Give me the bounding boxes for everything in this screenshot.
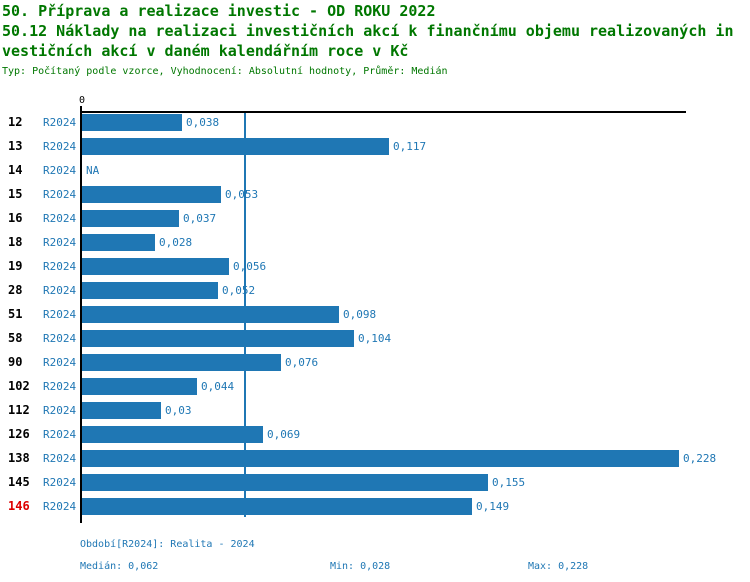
row-bar (82, 378, 197, 395)
chart-meta-info: Typ: Počítaný podle vzorce, Vyhodnocení:… (2, 66, 448, 77)
row-category-label: 19 (8, 259, 23, 273)
footer-median-stat: Medián: 0,062 (80, 561, 159, 572)
row-series-label: R2024 (43, 308, 77, 321)
page-title-line2: 50.12 Náklady na realizaci investičních … (2, 22, 734, 40)
row-value-label: 0,069 (267, 428, 301, 441)
row-bar (82, 426, 263, 443)
row-value-label: 0,228 (683, 452, 717, 465)
x-axis-zero-tick-label: 0 (78, 95, 86, 106)
row-bar (82, 498, 472, 515)
row-category-label: 13 (8, 139, 23, 153)
row-series-label: R2024 (43, 236, 77, 249)
chart-row: 145 R2024 0,155 (0, 474, 750, 491)
row-value-label: 0,037 (183, 212, 217, 225)
row-bar (82, 258, 229, 275)
row-series-label: R2024 (43, 260, 77, 273)
row-value-label: 0,03 (165, 404, 192, 417)
chart-row: 12 R2024 0,038 (0, 114, 750, 131)
footer-min-stat: Min: 0,028 (330, 561, 391, 572)
chart-row: 102 R2024 0,044 (0, 378, 750, 395)
row-category-label: 28 (8, 283, 23, 297)
row-category-label: 126 (8, 427, 30, 441)
row-value-label: NA (86, 164, 100, 177)
row-bar (82, 282, 218, 299)
row-series-label: R2024 (43, 284, 77, 297)
row-value-label: 0,044 (201, 380, 235, 393)
row-series-label: R2024 (43, 356, 77, 369)
row-value-label: 0,098 (343, 308, 377, 321)
row-bar (82, 450, 679, 467)
row-bar (82, 234, 155, 251)
page-title-line3: vestičních akcí v daném kalendářním roce… (2, 42, 409, 60)
row-value-label: 0,076 (285, 356, 319, 369)
row-series-label: R2024 (43, 404, 77, 417)
row-series-label: R2024 (43, 500, 77, 513)
row-category-label: 58 (8, 331, 23, 345)
row-value-label: 0,052 (222, 284, 256, 297)
chart-row: 146 R2024 0,149 (0, 498, 750, 515)
chart-row: 13 R2024 0,117 (0, 138, 750, 155)
row-value-label: 0,053 (225, 188, 259, 201)
row-series-label: R2024 (43, 332, 77, 345)
row-category-label: 14 (8, 163, 23, 177)
row-value-label: 0,028 (159, 236, 193, 249)
row-value-label: 0,155 (492, 476, 526, 489)
chart-row: 112 R2024 0,03 (0, 402, 750, 419)
row-value-label: 0,104 (358, 332, 392, 345)
chart-row: 19 R2024 0,056 (0, 258, 750, 275)
row-category-label: 12 (8, 115, 23, 129)
row-series-label: R2024 (43, 164, 77, 177)
chart-row: 90 R2024 0,076 (0, 354, 750, 371)
row-category-label: 90 (8, 355, 23, 369)
row-value-label: 0,056 (233, 260, 267, 273)
chart-row: 14 R2024 NA (0, 162, 750, 179)
chart-row: 51 R2024 0,098 (0, 306, 750, 323)
row-category-label: 51 (8, 307, 23, 321)
row-bar (82, 186, 221, 203)
chart-row: 126 R2024 0,069 (0, 426, 750, 443)
row-bar (82, 402, 161, 419)
chart-row: 138 R2024 0,228 (0, 450, 750, 467)
chart-row: 28 R2024 0,052 (0, 282, 750, 299)
footer-period-label: Období[R2024]: Realita - 2024 (80, 539, 255, 550)
page-title-line1: 50. Příprava a realizace investic - OD R… (2, 2, 436, 20)
row-value-label: 0,117 (393, 140, 427, 153)
chart-row: 58 R2024 0,104 (0, 330, 750, 347)
row-series-label: R2024 (43, 452, 77, 465)
row-series-label: R2024 (43, 212, 77, 225)
chart-row: 16 R2024 0,037 (0, 210, 750, 227)
row-category-label: 146 (8, 499, 30, 513)
row-category-label: 112 (8, 403, 30, 417)
chart-row: 15 R2024 0,053 (0, 186, 750, 203)
row-category-label: 145 (8, 475, 30, 489)
row-bar (82, 114, 182, 131)
row-series-label: R2024 (43, 380, 77, 393)
row-series-label: R2024 (43, 188, 77, 201)
row-category-label: 138 (8, 451, 30, 465)
row-series-label: R2024 (43, 476, 77, 489)
row-series-label: R2024 (43, 140, 77, 153)
row-bar (82, 354, 281, 371)
row-series-label: R2024 (43, 116, 77, 129)
row-category-label: 16 (8, 211, 23, 225)
row-bar (82, 210, 179, 227)
row-bar (82, 306, 339, 323)
row-value-label: 0,038 (186, 116, 220, 129)
row-bar (82, 330, 354, 347)
row-bar (82, 474, 488, 491)
row-series-label: R2024 (43, 428, 77, 441)
row-category-label: 15 (8, 187, 23, 201)
row-category-label: 102 (8, 379, 30, 393)
row-category-label: 18 (8, 235, 23, 249)
row-value-label: 0,149 (476, 500, 510, 513)
row-bar (82, 138, 389, 155)
y-axis-line (80, 106, 82, 523)
chart-row: 18 R2024 0,028 (0, 234, 750, 251)
footer-max-stat: Max: 0,228 (528, 561, 589, 572)
x-axis-line (80, 111, 686, 113)
